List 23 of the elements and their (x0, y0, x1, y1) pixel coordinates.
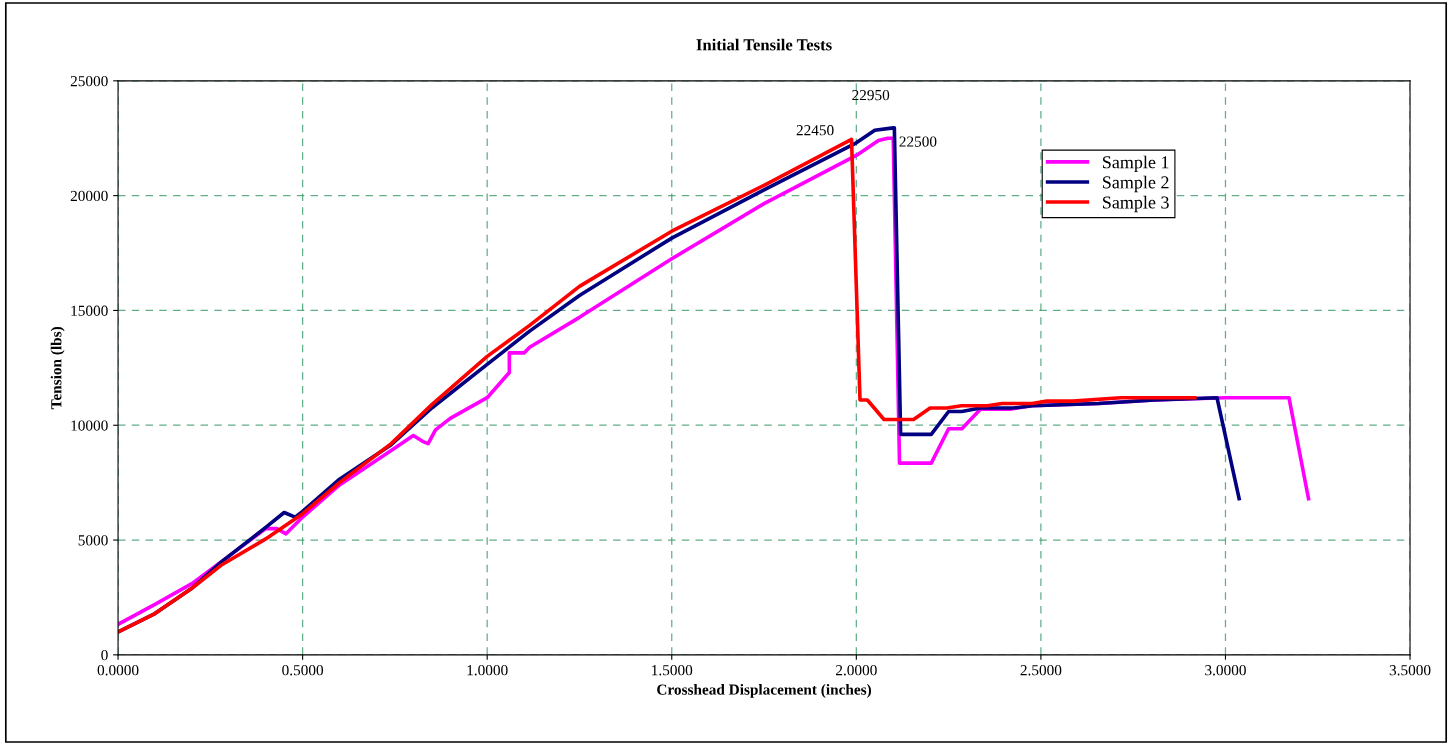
x-tick-label: 3.5000 (1389, 665, 1431, 676)
legend-label: Sample 2 (1103, 175, 1169, 193)
x-tick-label: 2.5000 (1020, 665, 1062, 676)
y-axis-title: Tension (lbs) (50, 326, 65, 410)
x-tick-label: 2.0000 (835, 665, 877, 676)
legend-label: Sample 3 (1103, 195, 1169, 213)
x-tick-label: 1.0000 (467, 665, 508, 676)
x-tick-label: 0.5000 (282, 665, 324, 676)
y-tick-label: 25000 (70, 75, 108, 87)
y-tick-label: 5000 (78, 535, 108, 546)
y-tick-label: 20000 (70, 190, 108, 202)
x-tick-label: 1.5000 (652, 665, 693, 676)
legend-label: Sample 1 (1103, 155, 1169, 173)
annotation: 22500 (899, 136, 937, 147)
x-tick-label: 0.0000 (97, 665, 139, 676)
chart-title: Initial Tensile Tests (696, 38, 832, 51)
x-axis-title: Crosshead Displacement (inches) (657, 683, 872, 698)
y-tick-label: 10000 (71, 420, 108, 431)
y-tick-label: 15000 (71, 305, 108, 316)
x-tick-label: 3.0000 (1205, 665, 1246, 676)
y-tick-label: 0 (101, 650, 108, 661)
annotation: 22950 (852, 89, 890, 101)
annotation: 22450 (796, 125, 834, 136)
